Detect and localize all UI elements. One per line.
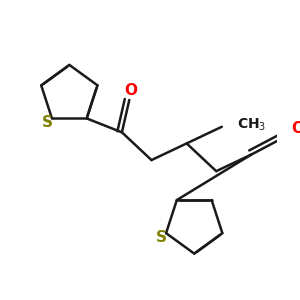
Text: O: O xyxy=(291,121,300,136)
Text: S: S xyxy=(156,230,167,245)
Text: O: O xyxy=(125,83,138,98)
Text: CH$_3$: CH$_3$ xyxy=(237,117,266,133)
Text: S: S xyxy=(42,115,53,130)
